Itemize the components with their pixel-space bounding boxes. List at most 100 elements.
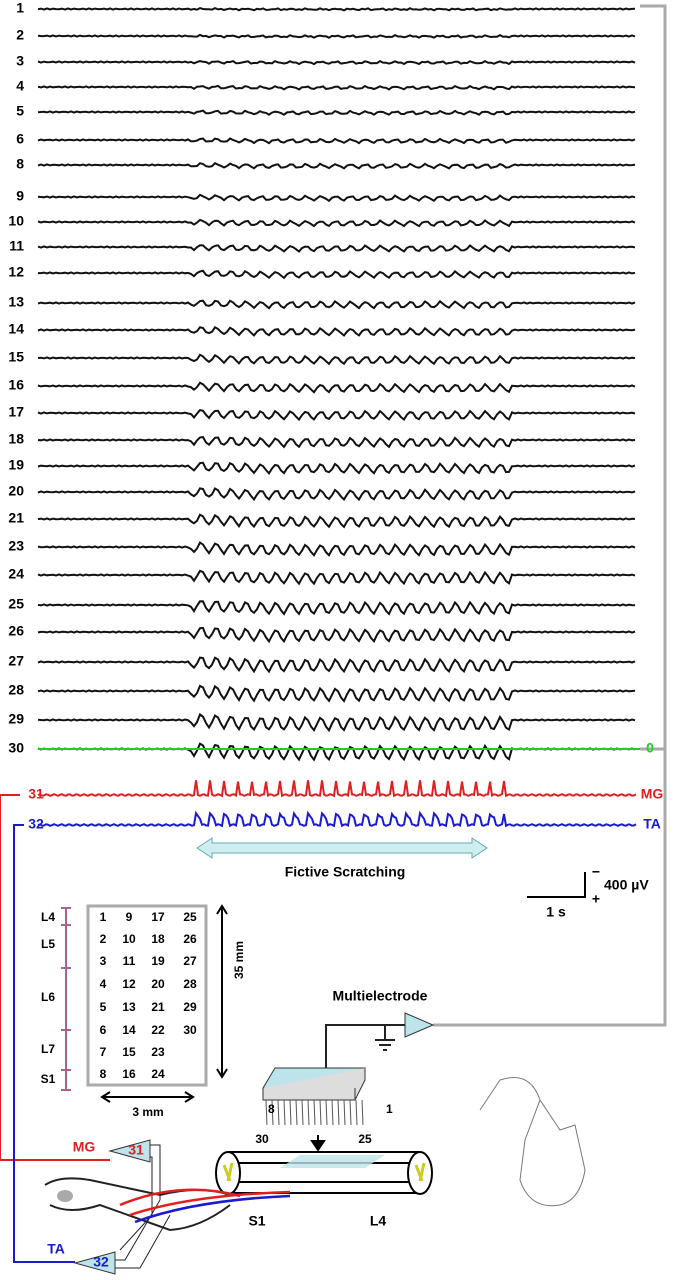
electrode-number: 13 <box>122 1000 136 1014</box>
channel-label: 25 <box>8 596 24 612</box>
electrode-number: 22 <box>151 1023 165 1037</box>
channel-label: 3 <box>16 53 24 69</box>
gray-wire <box>433 4 667 1027</box>
map-width: 3 mm <box>132 1105 163 1119</box>
channel-label: 30 <box>8 740 24 756</box>
electrode-block-side <box>262 1068 366 1101</box>
scale-voltage: 400 µV <box>604 877 649 893</box>
electrode-number: 7 <box>100 1045 107 1059</box>
trace <box>37 244 636 253</box>
pin <box>355 1099 358 1126</box>
segment-label: L7 <box>41 1042 55 1056</box>
recording-area <box>280 1155 385 1168</box>
electrode-number: 29 <box>183 1000 197 1014</box>
electrode-number: 18 <box>151 932 165 946</box>
segment-label: L5 <box>41 937 55 951</box>
channel-label: 13 <box>8 294 24 310</box>
electrode-number: 8 <box>100 1067 107 1081</box>
channel-label: 14 <box>8 321 24 337</box>
electrode-number: 24 <box>151 1067 165 1081</box>
pin-label: 8 <box>268 1102 275 1116</box>
cord-segment: L4 <box>370 1213 387 1229</box>
pin <box>271 1099 274 1126</box>
amp-muscle: TA <box>47 1241 65 1257</box>
muscle-label: TA <box>643 816 661 832</box>
pin <box>283 1099 286 1126</box>
trace <box>37 33 636 39</box>
electrode-number: 5 <box>100 1000 107 1014</box>
electrode-number: 26 <box>183 932 197 946</box>
electrode-number: 21 <box>151 1000 165 1014</box>
double-arrow <box>196 837 488 859</box>
trace <box>37 193 636 203</box>
mg-wire <box>0 794 110 1161</box>
scale-bar <box>527 872 586 898</box>
mg-nerve <box>119 1188 291 1217</box>
electrode-number: 14 <box>122 1023 136 1037</box>
map-height: 35 mm <box>232 941 246 979</box>
cat-sketch <box>479 1077 586 1207</box>
trace <box>37 6 636 12</box>
electrode-number: 20 <box>151 977 165 991</box>
pin <box>295 1099 298 1126</box>
electrode-number: 2 <box>100 932 107 946</box>
electrode-number: 25 <box>183 910 197 924</box>
channel-label: 2 <box>16 27 24 43</box>
segment-labels: L4 L5 L6 L7 S1 <box>41 907 71 1091</box>
trace <box>37 218 636 228</box>
electrode-number: 6 <box>100 1023 107 1037</box>
pin <box>301 1099 304 1126</box>
trace <box>37 626 636 644</box>
trace <box>37 59 636 66</box>
channel-label: 11 <box>9 238 24 254</box>
pin <box>289 1099 292 1126</box>
spinal-cord <box>228 1151 420 1194</box>
channel-label: 10 <box>8 213 24 229</box>
pin <box>325 1099 328 1126</box>
electrode-number: 15 <box>122 1045 136 1059</box>
channel-label: 16 <box>8 377 24 393</box>
ta-nerve <box>134 1194 291 1224</box>
scale-time: 1 s <box>546 904 566 920</box>
channel-label: 12 <box>8 264 24 280</box>
trace <box>37 541 636 557</box>
trace <box>37 353 636 366</box>
muscle-label: MG <box>641 786 664 802</box>
electrode-number: 16 <box>122 1067 136 1081</box>
trace <box>37 299 636 310</box>
electrode-number: 4 <box>100 977 107 991</box>
pins <box>265 1099 364 1126</box>
amplifier <box>73 1251 116 1275</box>
map-grid: 1 9 17 252 10 18 263 11 19 274 12 20 285 13 21 296 14 22 3… <box>100 910 197 1081</box>
channel-label: 31 <box>28 786 44 802</box>
map-box <box>86 904 208 1087</box>
electrode-number: 9 <box>126 910 133 924</box>
trace <box>37 600 636 616</box>
trace <box>37 109 636 116</box>
segment-label: L4 <box>41 910 55 924</box>
pin <box>307 1099 310 1126</box>
electrode-number: 3 <box>100 954 107 968</box>
pin <box>331 1099 334 1126</box>
trace <box>37 408 636 422</box>
pin <box>343 1099 346 1126</box>
electrode-number: 12 <box>122 977 136 991</box>
pin <box>349 1099 352 1126</box>
trace <box>37 461 636 475</box>
channel-label: 19 <box>8 457 24 473</box>
cord-channel: 30 <box>255 1132 269 1146</box>
trace <box>37 712 636 733</box>
pin <box>337 1099 340 1126</box>
pin <box>313 1099 316 1126</box>
amp-channel: 31 <box>128 1142 144 1158</box>
electrode-number: 17 <box>151 910 165 924</box>
trace <box>37 436 636 449</box>
electrode-number: 27 <box>183 954 197 968</box>
channel-label: 6 <box>16 131 24 147</box>
channel-label: 24 <box>8 566 24 582</box>
segment-label: L6 <box>41 990 55 1004</box>
pin <box>319 1099 322 1126</box>
channel-label: 20 <box>8 483 24 499</box>
trace <box>37 84 636 91</box>
amplifier <box>404 1012 435 1038</box>
